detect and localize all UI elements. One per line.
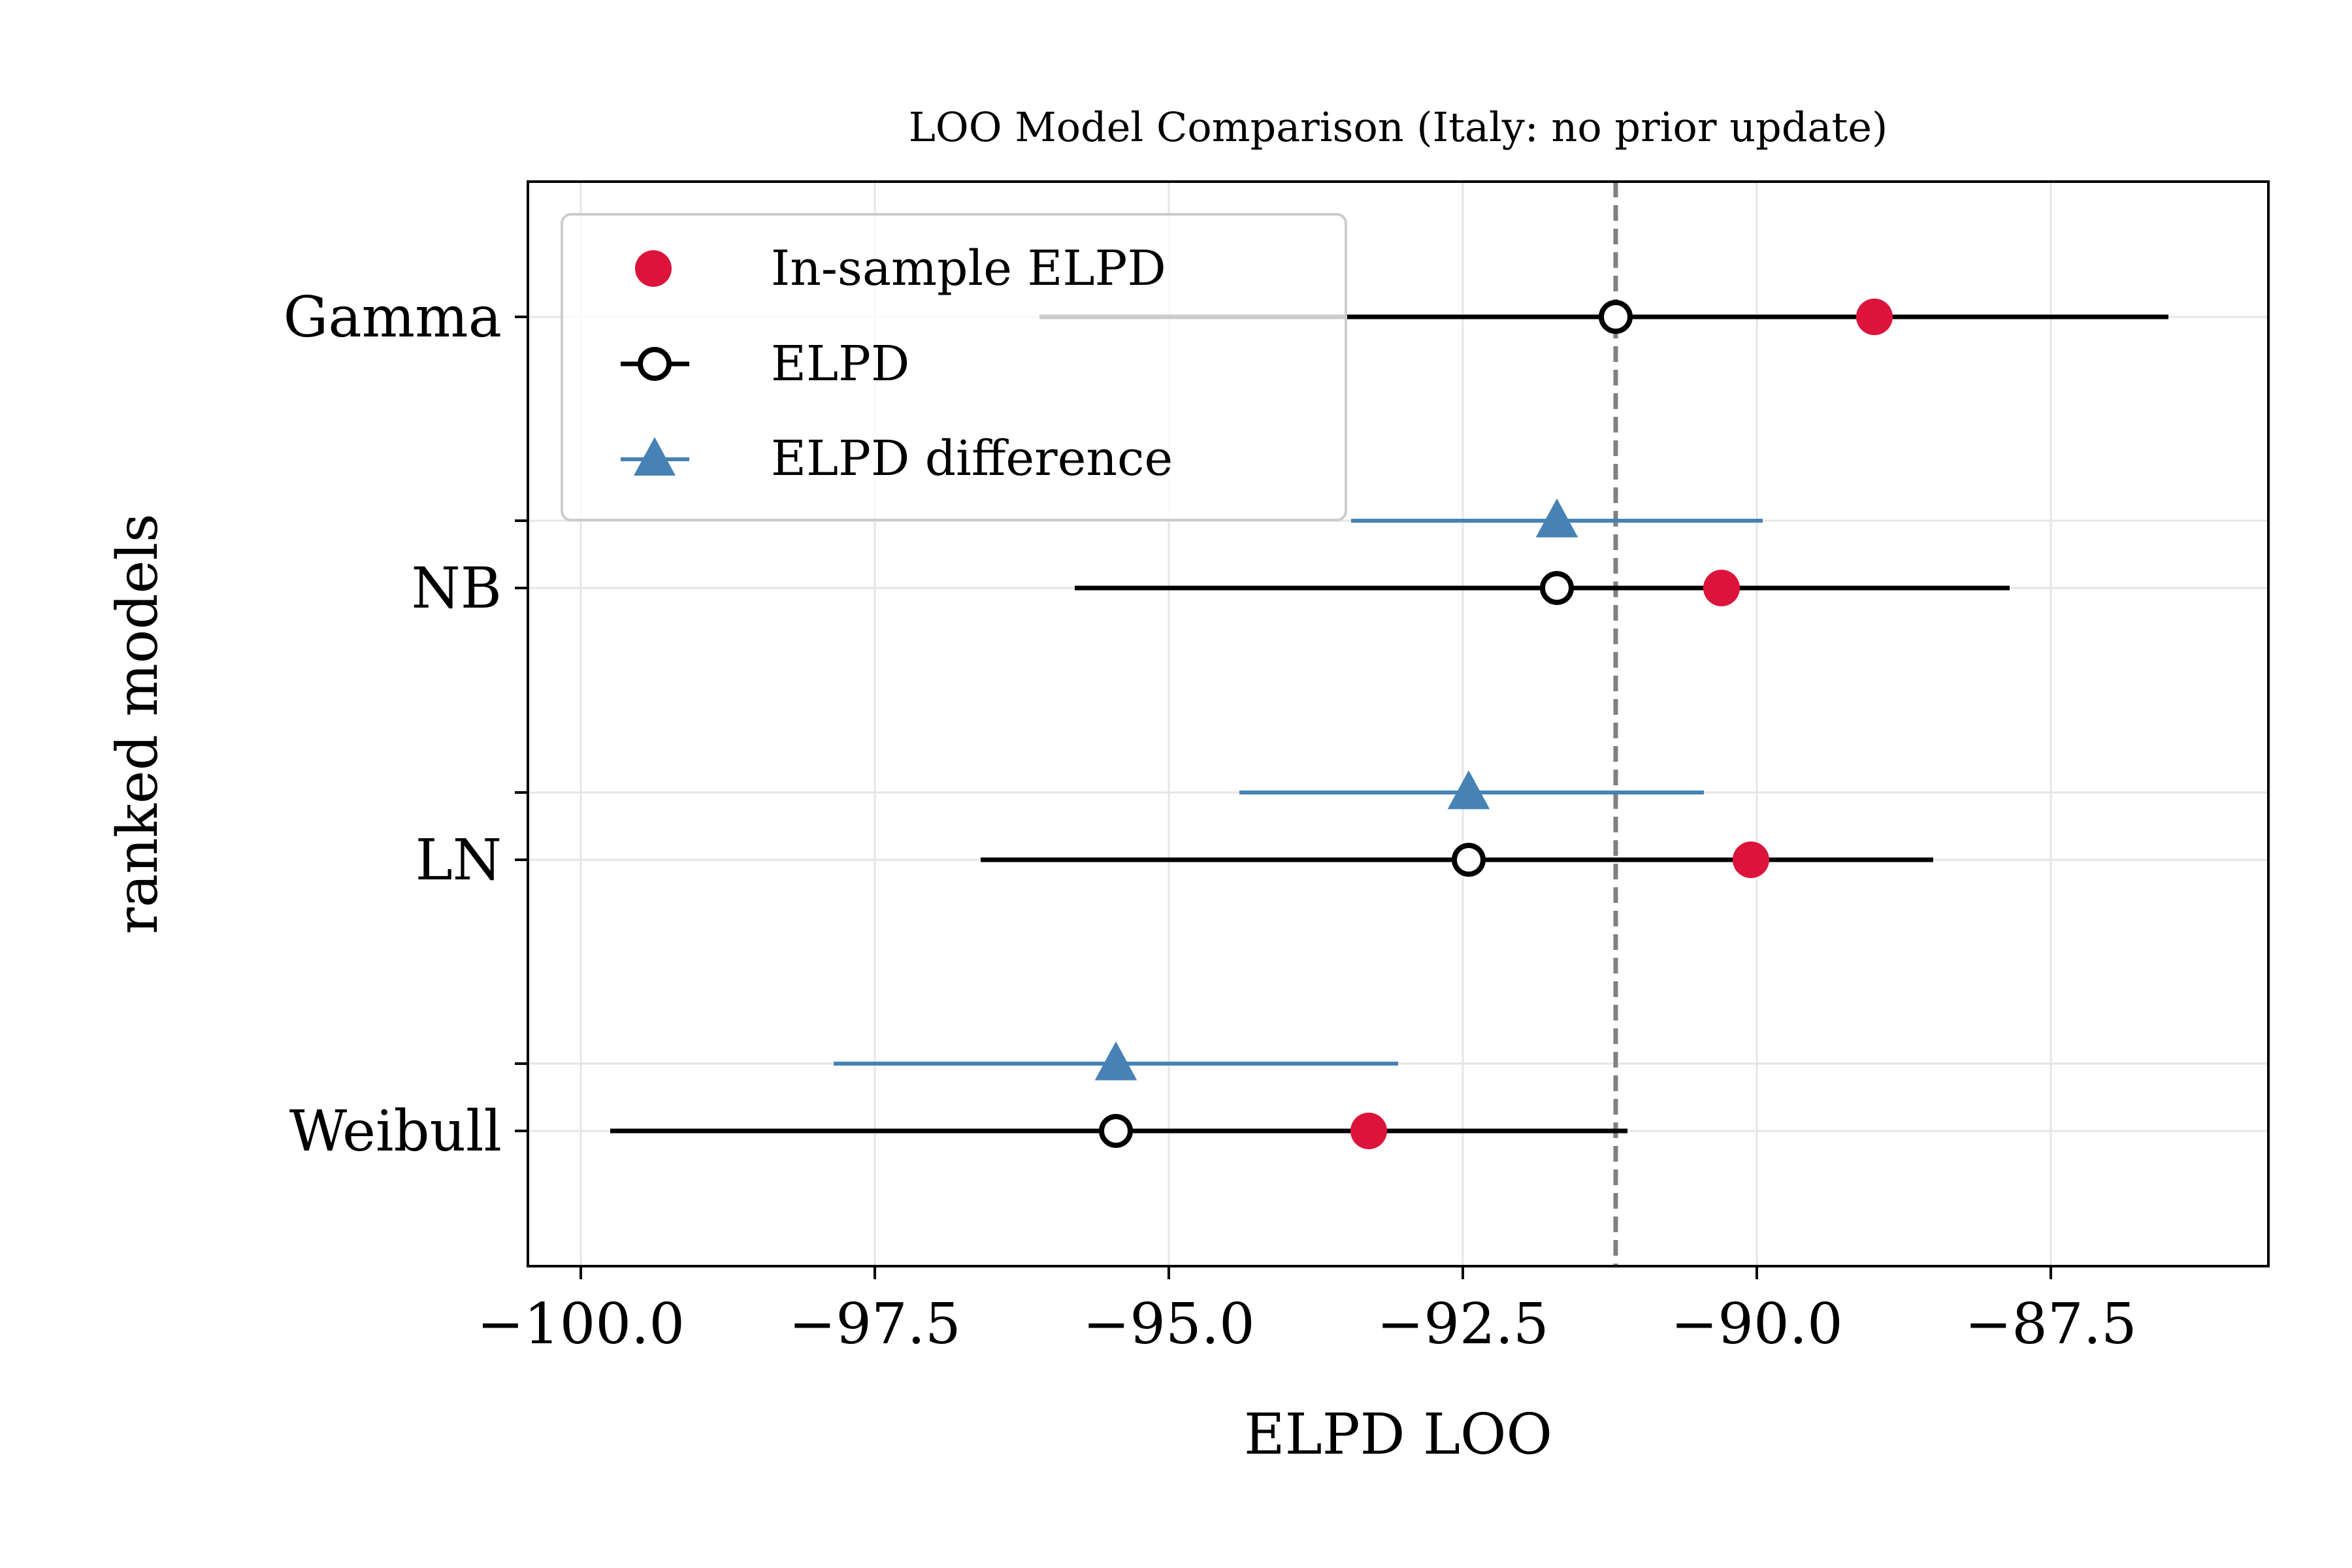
chart-title: LOO Model Comparison (Italy: no prior up… — [909, 103, 1888, 151]
legend-marker-elpd-difference — [634, 437, 676, 476]
axis-ticks: −100.0 −97.5 −95.0 −92.5 −90.0 −87.5 Gamma NB LN… — [284, 285, 2137, 1357]
x-tick-label: −92.5 — [1377, 1292, 1549, 1357]
legend-marker-elpd — [638, 347, 672, 381]
legend-box — [561, 213, 1347, 521]
legend-label-elpd-difference: ELPD difference — [771, 431, 1173, 487]
in-sample-elpd-point-gamma — [1856, 299, 1893, 335]
y-tick-label-nb: NB — [412, 556, 502, 621]
y-tick-label-ln: LN — [416, 828, 502, 893]
legend: In-sample ELPD ELPD ELPD difference — [561, 213, 1347, 521]
plot-frame — [527, 180, 2270, 1267]
elpd-point-nb — [1540, 571, 1574, 605]
x-tick-label: −97.5 — [789, 1292, 961, 1357]
x-tick-label: −95.0 — [1083, 1292, 1255, 1357]
elpd-difference-marker-ln — [1447, 770, 1490, 809]
elpd-point-gamma — [1599, 300, 1633, 334]
in-sample-elpd-point-nb — [1703, 570, 1740, 606]
x-tick-label: −100.0 — [477, 1292, 685, 1357]
in-sample-elpd-point-weibull — [1350, 1113, 1387, 1149]
y-axis-label: ranked models — [105, 514, 171, 934]
legend-marker-in-sample — [635, 250, 672, 287]
y-tick-label-gamma: Gamma — [284, 285, 502, 350]
x-axis-label: ELPD LOO — [1244, 1402, 1552, 1467]
y-tick-label-weibull: Weibull — [289, 1099, 502, 1164]
elpd-difference-marker-weibull — [1094, 1041, 1137, 1081]
elpd-point-ln — [1452, 843, 1486, 877]
elpd-point-weibull — [1099, 1114, 1133, 1148]
in-sample-elpd-point-ln — [1733, 841, 1769, 878]
x-tick-label: −90.0 — [1671, 1292, 1843, 1357]
legend-label-in-sample: In-sample ELPD — [771, 240, 1166, 297]
x-tick-label: −87.5 — [1965, 1292, 2137, 1357]
elpd-difference-marker-nb — [1535, 498, 1578, 538]
legend-label-elpd: ELPD — [771, 336, 909, 392]
